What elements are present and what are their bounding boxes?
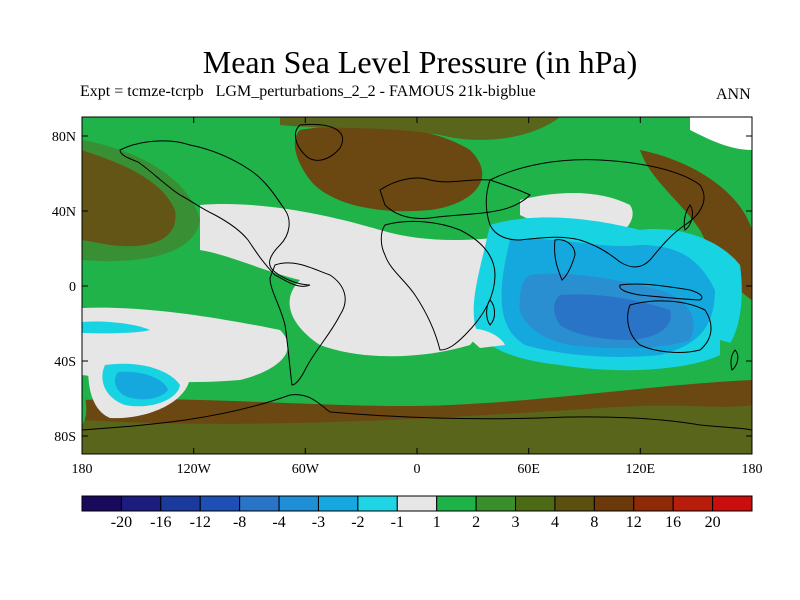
colorbar-swatch (475, 495, 517, 512)
coast-asia (485, 159, 705, 268)
experiment-subtitle: Expt = tcmze-tcrpb LGM_perturbations_2_2… (80, 83, 536, 100)
field-southern-cyan-strip (82, 321, 150, 334)
colorbar-swatch (239, 495, 280, 512)
colorbar-label: 2 (472, 514, 480, 531)
colorbar-label: 12 (626, 514, 642, 531)
pressure-field (82, 117, 752, 454)
coast-south-america (269, 262, 346, 386)
coast-north-america (119, 140, 311, 287)
field-npacific-olive (82, 140, 200, 262)
coast-madagascar (486, 299, 495, 326)
field-arctic-olive (280, 117, 560, 140)
colorbar-label: 3 (512, 514, 520, 531)
lat-label: 40N (52, 205, 76, 220)
lon-label: 60E (517, 462, 540, 477)
colorbar-label: -2 (351, 514, 364, 531)
colorbar-swatch (396, 495, 438, 512)
coast-antarctica (82, 394, 752, 431)
longitude-axis: 180 120W 60W 0 60E 120E 180 (72, 117, 763, 477)
plot-title: Mean Sea Level Pressure (in hPa) (202, 44, 638, 80)
colorbar-swatch (593, 495, 635, 512)
colorbar-swatch (278, 495, 319, 512)
field-south-pacific-blue (114, 371, 168, 400)
colorbar-label: 1 (433, 514, 441, 531)
coast-europe (379, 177, 531, 219)
colorbar-swatch (81, 495, 122, 512)
colorbar-swatch (160, 495, 201, 512)
colorbar-label: -1 (391, 514, 404, 531)
lat-label: 80S (54, 430, 76, 445)
lat-label: 0 (69, 280, 76, 295)
field-natlantic-brown (294, 125, 483, 212)
period-label: ANN (716, 86, 751, 103)
field-indian-ocean-blue2 (554, 294, 671, 340)
colorbar-swatch (436, 495, 477, 512)
colorbar-swatch (120, 495, 162, 512)
field-mauritius-grey (460, 328, 505, 348)
coast-indonesia (619, 283, 703, 301)
field-sw-green (82, 380, 87, 425)
coast-japan (683, 204, 693, 231)
colorbar-label: 8 (590, 514, 598, 531)
colorbar-label: 4 (551, 514, 559, 531)
coast-new-zealand (730, 349, 739, 371)
field-tropical-grey (200, 204, 560, 357)
colorbar-label: -3 (312, 514, 325, 531)
field-npacific-brown (82, 150, 176, 247)
colorbar: -20 -16 -12 -8 -4 -3 -2 -1 1 2 3 4 8 12 16 20 (81, 495, 753, 531)
colorbar-swatch (515, 495, 556, 512)
latitude-axis: 80N 40N 0 40S 80S (52, 130, 752, 445)
colorbar-swatch (317, 495, 359, 512)
lon-label: 0 (414, 462, 421, 477)
coast-australia (627, 300, 712, 353)
lon-label: 120E (626, 462, 656, 477)
lon-label: 180 (72, 462, 93, 477)
colorbar-label: -16 (150, 514, 171, 531)
coastlines (82, 123, 752, 431)
lon-label: 120W (177, 462, 212, 477)
coast-africa (380, 220, 496, 351)
colorbar-swatch (633, 495, 674, 512)
coast-india (554, 239, 576, 281)
colorbar-swatch (712, 495, 753, 512)
lat-label: 40S (54, 355, 76, 370)
lon-label: 180 (742, 462, 763, 477)
field-arctic-white (690, 117, 752, 150)
colorbar-label: -8 (233, 514, 246, 531)
lat-label: 80N (52, 130, 76, 145)
colorbar-label: 20 (705, 514, 721, 531)
colorbar-swatch (199, 495, 241, 512)
colorbar-label: -4 (272, 514, 285, 531)
colorbar-swatch (357, 495, 398, 512)
lon-label: 60W (292, 462, 320, 477)
colorbar-swatch (672, 495, 714, 512)
colorbar-label: 16 (665, 514, 681, 531)
colorbar-label: -12 (190, 514, 211, 531)
field-australia-green-tip (720, 340, 752, 360)
colorbar-swatch (554, 495, 595, 512)
coast-greenland (294, 123, 343, 161)
colorbar-label: -20 (111, 514, 132, 531)
